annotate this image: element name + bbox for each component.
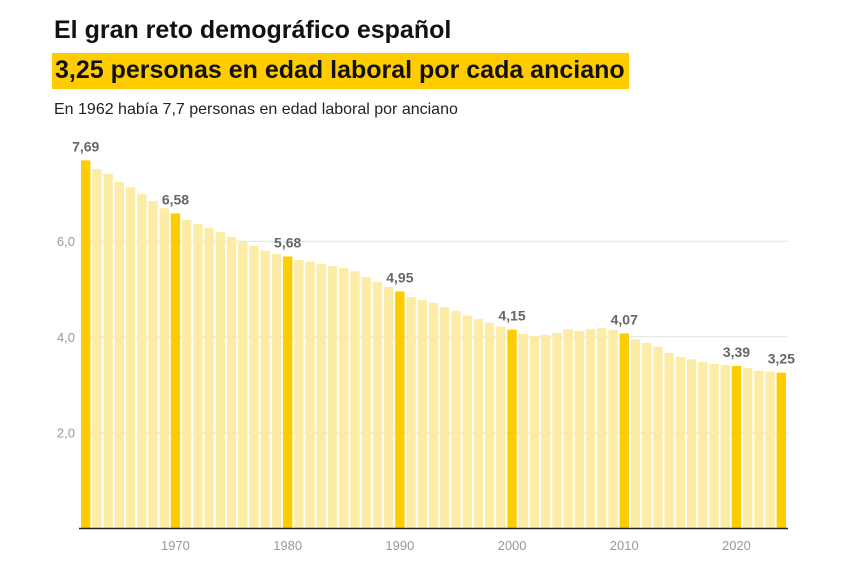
bar-1983	[316, 264, 327, 528]
bar-1996	[462, 315, 472, 528]
bar-1992	[417, 299, 427, 528]
bar-2015	[675, 356, 686, 528]
bar-1968	[148, 201, 158, 528]
bar-2005	[563, 329, 573, 528]
bar-1990	[395, 291, 405, 528]
bar-1985	[339, 267, 349, 528]
x-tick-label: 1990	[385, 538, 414, 553]
data-label: 4,07	[611, 311, 638, 327]
bar-1984	[327, 266, 338, 528]
x-tick-label: 2020	[722, 538, 751, 553]
bar-1987	[361, 277, 371, 528]
bar-2008	[597, 328, 607, 528]
bar-1977	[249, 245, 259, 529]
bar-1970	[170, 213, 181, 528]
bar-2014	[664, 353, 674, 528]
bar-2023	[765, 371, 775, 528]
bar-1998	[484, 322, 495, 528]
y-tick-label: 6,0	[57, 234, 75, 249]
bar-2016	[686, 359, 697, 528]
y-tick-label: 2,0	[57, 425, 75, 440]
bar-1974	[215, 232, 226, 529]
bar-2019	[720, 365, 730, 528]
bar-1975	[226, 236, 237, 528]
bar-2018	[709, 364, 719, 528]
bar-1997	[473, 319, 484, 528]
bar-1972	[193, 223, 203, 528]
bar-1994	[440, 307, 450, 528]
bar-2006	[574, 331, 585, 528]
data-label: 6,58	[162, 191, 189, 207]
bar-1986	[350, 271, 360, 528]
bar-1963	[92, 169, 102, 528]
bar-1982	[305, 261, 315, 528]
y-tick-label: 4,0	[57, 330, 75, 345]
bar-1989	[383, 287, 394, 528]
bar-2017	[698, 362, 708, 528]
bar-1991	[406, 297, 416, 528]
bar-1965	[114, 181, 125, 529]
bar-1981	[294, 259, 304, 528]
bar-2012	[642, 343, 652, 528]
bar-1967	[137, 193, 147, 529]
data-label: 7,69	[72, 138, 99, 154]
bar-2004	[552, 332, 562, 528]
bar-2000	[507, 329, 517, 528]
bar-2010	[619, 333, 629, 528]
chart-title: El gran reto demográfico español	[54, 16, 452, 44]
bar-2024	[776, 372, 787, 528]
bar-1988	[372, 281, 383, 528]
chart-subtitle: 3,25 personas en edad laboral por cada a…	[52, 53, 629, 89]
data-label: 4,95	[386, 269, 413, 285]
bar-1993	[428, 302, 439, 528]
x-tick-label: 2010	[610, 538, 639, 553]
bar-1978	[260, 250, 270, 528]
bar-2011	[630, 339, 641, 528]
bar-1973	[204, 227, 214, 529]
data-label: 3,25	[768, 351, 795, 367]
bar-2009	[608, 330, 618, 528]
bar-2020	[731, 365, 742, 528]
x-tick-label: 2000	[498, 538, 527, 553]
x-tick-label: 1980	[273, 538, 302, 553]
bar-1995	[451, 310, 461, 528]
bar-1999	[496, 326, 506, 528]
bar-1976	[238, 242, 248, 528]
data-label: 3,39	[723, 344, 750, 360]
bar-2001	[518, 333, 528, 528]
bar-2022	[754, 370, 764, 528]
bar-1966	[125, 187, 136, 528]
data-label: 5,68	[274, 234, 301, 250]
bar-1971	[181, 220, 192, 528]
bar-2002	[529, 335, 540, 528]
bar-1969	[159, 208, 169, 528]
chart-description: En 1962 había 7,7 personas en edad labor…	[54, 101, 458, 118]
bar-1962	[81, 160, 91, 528]
bar-2021	[742, 367, 753, 528]
x-tick-label: 1970	[161, 538, 190, 553]
bar-2013	[653, 346, 663, 528]
bar-1980	[282, 256, 293, 528]
bar-1964	[103, 173, 113, 528]
bar-2007	[585, 329, 596, 528]
bar-1979	[271, 254, 282, 528]
data-label: 4,15	[498, 308, 525, 324]
bar-2003	[541, 334, 551, 528]
